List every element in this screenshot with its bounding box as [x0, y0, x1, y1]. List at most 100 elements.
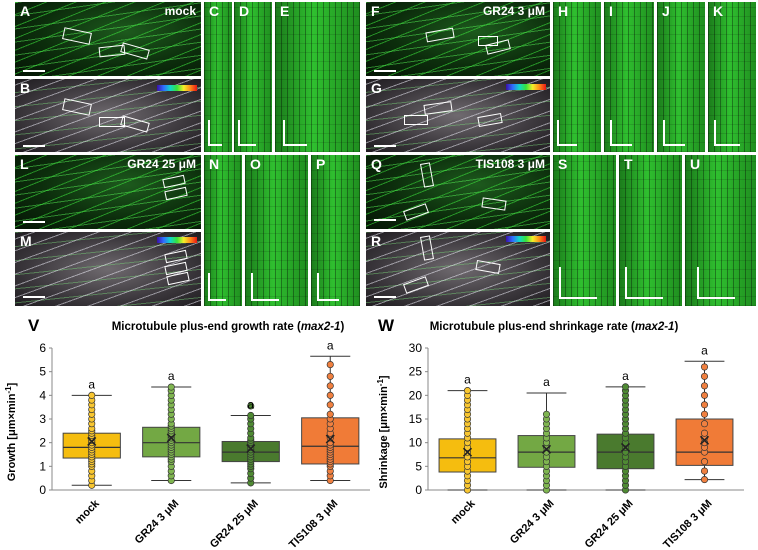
x-category-label: GR24 3 μM [133, 498, 182, 547]
y-tick-label: 3 [39, 412, 46, 426]
y-tick-label: 4 [39, 388, 46, 402]
panel-u-label: U [690, 156, 701, 172]
panel-l-title: GR24 25 μM [127, 157, 196, 171]
panel-s-kymograph: S [553, 155, 616, 306]
chart-w-title: Microtubule plus-end shrinkage rate (max… [430, 321, 679, 333]
scale-bar [238, 144, 256, 146]
scale-bar [208, 299, 226, 301]
significance-letter: a [168, 369, 175, 383]
data-point [326, 382, 334, 390]
data-point [700, 410, 709, 418]
x-category-label: GR24 3 μM [508, 498, 557, 547]
scale-bar [714, 120, 716, 146]
panel-w-letter: W [378, 316, 395, 335]
panel-t-label: T [624, 156, 633, 172]
panel-n-label: N [209, 156, 220, 172]
panel-f-label: F [371, 3, 380, 19]
color-scale-bar [506, 84, 546, 90]
y-tick-label: 20 [409, 388, 423, 402]
color-scale-bar [506, 236, 546, 242]
y-tick-label: 2 [39, 436, 46, 450]
roi-box [477, 112, 503, 128]
data-point [88, 391, 96, 399]
scale-bar [208, 120, 210, 146]
panel-o-label: O [250, 156, 261, 172]
panel-a-image: A mock [15, 2, 201, 76]
data-point [326, 410, 334, 418]
roi-box [423, 101, 453, 115]
panel-u-kymograph: U [685, 155, 756, 306]
data-point [700, 467, 709, 475]
scale-bar [610, 144, 632, 146]
scale-bar [697, 297, 735, 299]
scale-bar [317, 299, 339, 301]
data-point [247, 411, 255, 420]
data-point [700, 429, 709, 437]
scale-bar [374, 296, 396, 298]
panel-p-kymograph: P [311, 155, 360, 306]
scale-bar [559, 267, 561, 299]
panel-e-label: E [280, 3, 290, 19]
y-tick-label: 5 [415, 459, 422, 473]
panel-t-kymograph: T [619, 155, 682, 306]
data-point [247, 402, 255, 410]
data-point [700, 372, 709, 380]
data-point [167, 383, 175, 391]
panel-i-kymograph: I [604, 2, 654, 152]
color-scale-bar [157, 85, 197, 91]
chart-v-ylabel: Growth [μm×min-1] [4, 382, 18, 481]
panel-b-image: B [15, 79, 201, 152]
data-point [700, 420, 709, 428]
panel-m-label: M [20, 233, 32, 249]
scale-bar [697, 267, 699, 299]
scale-bar [23, 145, 45, 147]
panel-j-kymograph: J [657, 2, 705, 152]
panel-c-kymograph: C [204, 2, 232, 152]
roi-box [120, 42, 150, 60]
panel-a-title: mock [164, 4, 196, 18]
panel-f-title: GR24 3 μM [482, 4, 545, 18]
color-scale-bar [157, 237, 197, 243]
data-point [542, 410, 551, 418]
mean-marker [541, 444, 552, 454]
data-point [621, 383, 630, 391]
scale-bar [559, 297, 597, 299]
y-tick-label: 10 [409, 436, 423, 450]
scale-bar [251, 299, 279, 301]
scale-bar [625, 267, 627, 299]
panel-e-kymograph: E [275, 2, 360, 152]
data-point [700, 476, 709, 484]
scale-bar [238, 120, 240, 146]
panel-o-kymograph: O [245, 155, 308, 306]
data-point [463, 387, 472, 395]
data-point [326, 401, 334, 409]
mean-marker [87, 436, 97, 447]
roi-box [403, 203, 429, 221]
mean-marker [166, 433, 176, 443]
scale-bar [714, 144, 740, 146]
data-point [700, 458, 709, 466]
y-tick-label: 30 [409, 341, 423, 355]
panel-a-label: A [20, 3, 31, 19]
panel-q-label: Q [371, 156, 382, 172]
significance-letter: a [327, 338, 334, 352]
scale-bar [23, 70, 45, 72]
scale-bar [557, 144, 577, 146]
panel-q-image: Q TIS108 3 μM [366, 155, 550, 229]
scale-bar [283, 144, 307, 146]
roi-box [164, 186, 188, 201]
roi-box [478, 36, 498, 46]
panel-q-title: TIS108 3 μM [475, 157, 545, 171]
data-point [700, 391, 709, 399]
roi-box [99, 117, 125, 127]
y-tick-label: 25 [409, 365, 423, 379]
panel-f-image: F GR24 3 μM [366, 2, 550, 76]
data-point [700, 401, 709, 409]
y-tick-label: 0 [415, 483, 422, 497]
scale-bar [317, 273, 319, 301]
roi-box [475, 259, 501, 275]
mean-marker [462, 447, 473, 457]
scale-bar [663, 144, 685, 146]
roi-box [425, 27, 455, 43]
panel-n-kymograph: N [204, 155, 242, 306]
